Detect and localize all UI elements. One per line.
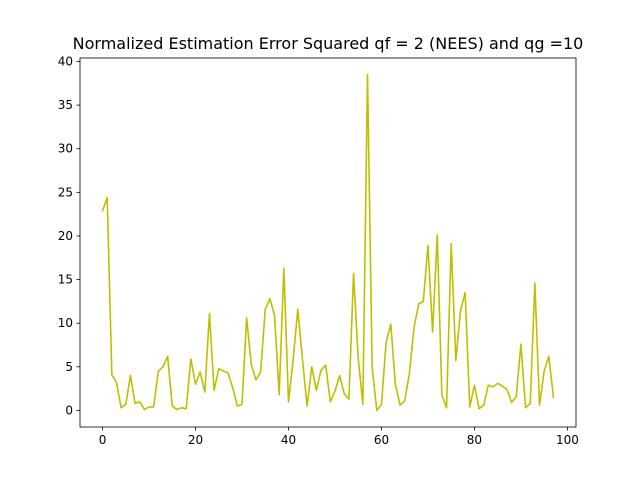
y-tick-label: 0 [65,403,73,417]
y-tick-label: 25 [58,185,73,199]
y-tick-label: 15 [58,273,73,287]
x-tick-label: 40 [281,433,296,447]
y-tick-label: 40 [58,54,73,68]
series-line-0 [101,73,555,412]
plot-frame [79,57,577,428]
x-tick-label: 100 [556,433,579,447]
x-tick-label: 20 [188,433,203,447]
chart-title: Normalized Estimation Error Squared qf =… [73,34,584,53]
x-tick-label: 60 [374,433,389,447]
axes: 0 20 40 60 80 100 0 5 10 15 20 25 30 35 40 [58,54,579,447]
y-tick-label: 35 [58,98,73,112]
y-tick-label: 5 [65,360,73,374]
y-tick-label: 30 [58,142,73,156]
plot-area [101,73,555,412]
y-tick-label: 20 [58,229,73,243]
y-tick-label: 10 [58,316,73,330]
x-tick-label: 80 [467,433,482,447]
x-tick-label: 0 [99,433,107,447]
